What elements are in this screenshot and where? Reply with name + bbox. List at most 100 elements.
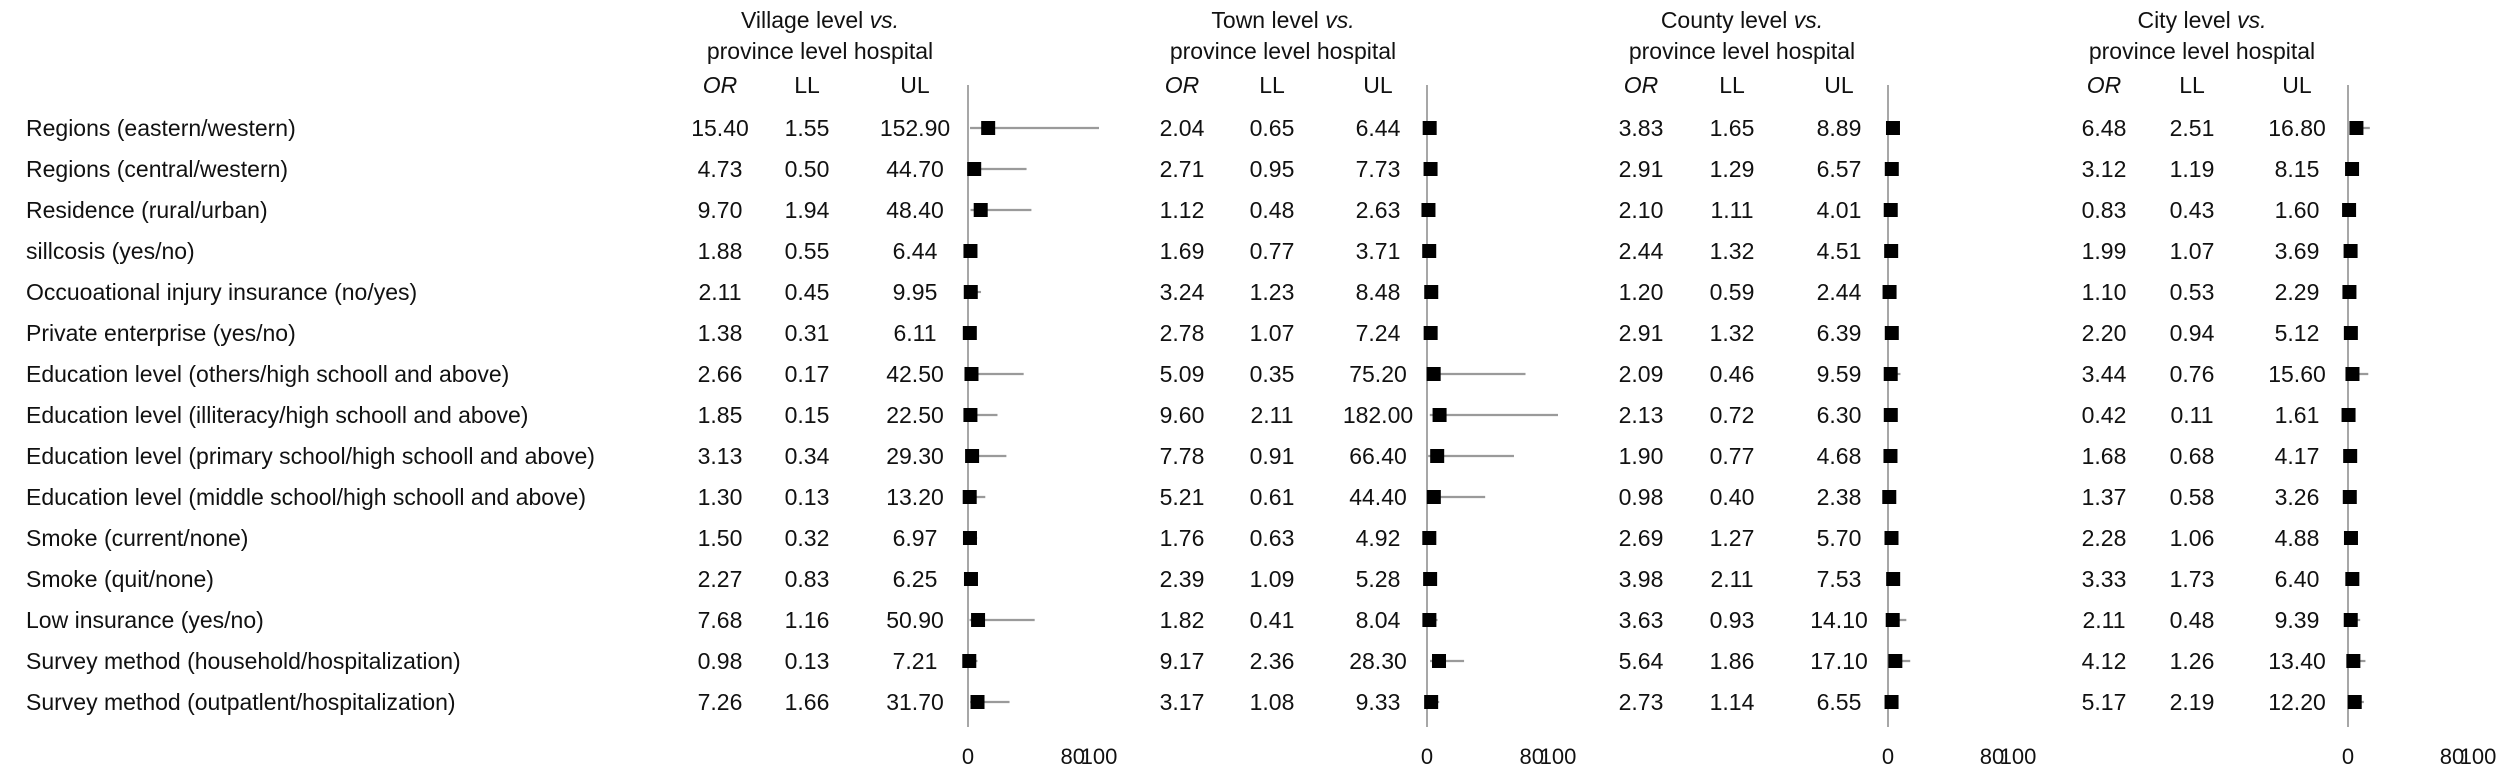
or-point-marker [2347, 695, 2362, 709]
or-value: 5.17 [2082, 689, 2127, 715]
or-value: 1.50 [698, 525, 743, 551]
ll-value: 0.91 [1250, 443, 1295, 469]
ll-value: 2.11 [1250, 402, 1293, 428]
or-value: 3.83 [1619, 115, 1664, 141]
or-value: 2.66 [698, 361, 743, 387]
panel-title-line2: province level hospital [1170, 38, 1396, 64]
or-value: 3.33 [2082, 566, 2127, 592]
ul-value: 6.40 [2275, 566, 2320, 592]
or-value: 2.91 [1619, 320, 1664, 346]
ul-value: 6.44 [1356, 115, 1401, 141]
ll-value: 1.66 [785, 689, 830, 715]
or-point-marker [1424, 695, 1439, 709]
panel-title-line2: province level hospital [707, 38, 933, 64]
or-value: 1.30 [698, 484, 743, 510]
or-value: 1.99 [2082, 238, 2127, 264]
x-tick-label: 100 [1540, 744, 1577, 769]
column-header-or: OR [1165, 72, 1200, 98]
or-value: 2.11 [2082, 607, 2125, 633]
or-point-marker [1884, 695, 1899, 709]
ll-value: 1.14 [1710, 689, 1755, 715]
or-value: 0.98 [1619, 484, 1664, 510]
or-value: 1.82 [1160, 607, 1205, 633]
ll-value: 1.16 [785, 607, 830, 633]
ll-value: 0.13 [785, 484, 830, 510]
or-point-marker [1421, 203, 1436, 217]
ll-value: 1.32 [1710, 320, 1755, 346]
ll-value: 1.55 [785, 115, 830, 141]
ll-value: 0.41 [1250, 607, 1295, 633]
ul-value: 3.26 [2275, 484, 2320, 510]
ll-value: 0.95 [1250, 156, 1295, 182]
x-tick-label: 80 [2440, 744, 2464, 769]
or-point-marker [2342, 203, 2357, 217]
ll-value: 0.32 [785, 525, 830, 551]
or-point-marker [1883, 203, 1898, 217]
ll-value: 1.29 [1710, 156, 1755, 182]
or-value: 9.60 [1160, 402, 1205, 428]
or-point-marker [963, 244, 978, 258]
ul-value: 6.11 [893, 320, 936, 346]
ul-value: 5.12 [2275, 320, 2320, 346]
or-value: 2.73 [1619, 689, 1664, 715]
ul-value: 66.40 [1349, 443, 1407, 469]
row-label: Residence (rural/urban) [26, 197, 268, 223]
or-point-marker [1882, 285, 1897, 299]
or-value: 1.88 [698, 238, 743, 264]
or-value: 5.09 [1160, 361, 1205, 387]
ll-value: 1.07 [2170, 238, 2215, 264]
column-header-ll: LL [1259, 72, 1285, 98]
or-value: 2.13 [1619, 402, 1664, 428]
or-point-marker [973, 203, 988, 217]
ll-value: 0.77 [1250, 238, 1295, 264]
row-label: Smoke (quit/none) [26, 566, 214, 592]
or-point-marker [1883, 367, 1898, 381]
ul-value: 3.69 [2275, 238, 2320, 264]
row-label: Smoke (current/none) [26, 525, 248, 551]
or-point-marker [2343, 613, 2358, 627]
row-label: Education level (primary school/high sch… [26, 443, 595, 469]
ll-value: 1.27 [1710, 525, 1755, 551]
ul-value: 4.01 [1817, 197, 1862, 223]
ll-value: 0.43 [2170, 197, 2215, 223]
ul-value: 4.88 [2275, 525, 2320, 551]
ll-value: 0.63 [1250, 525, 1295, 551]
ll-value: 1.26 [2170, 648, 2215, 674]
or-value: 3.44 [2082, 361, 2127, 387]
ul-value: 6.25 [893, 566, 938, 592]
or-value: 3.63 [1619, 607, 1664, 633]
x-tick-label: 100 [2460, 744, 2497, 769]
or-value: 2.04 [1160, 115, 1205, 141]
x-tick-label: 0 [1421, 744, 1433, 769]
ul-value: 152.90 [880, 115, 950, 141]
column-header-or: OR [2087, 72, 2122, 98]
or-value: 0.83 [2082, 197, 2127, 223]
ul-value: 9.39 [2275, 607, 2320, 633]
column-header-ll: LL [1719, 72, 1745, 98]
ll-value: 0.93 [1710, 607, 1755, 633]
or-value: 1.69 [1160, 238, 1205, 264]
panel-title-line2: province level hospital [2089, 38, 2315, 64]
ul-value: 6.44 [893, 238, 938, 264]
ll-value: 0.13 [785, 648, 830, 674]
or-point-marker [2349, 121, 2364, 135]
ul-value: 182.00 [1343, 402, 1413, 428]
ll-value: 1.32 [1710, 238, 1755, 264]
ul-value: 16.80 [2268, 115, 2326, 141]
or-point-marker [1884, 326, 1899, 340]
ll-value: 0.45 [785, 279, 830, 305]
panel-title-line1: County level vs. [1661, 7, 1823, 33]
x-tick-label: 80 [1061, 744, 1085, 769]
or-point-marker [981, 121, 996, 135]
ul-value: 5.70 [1817, 525, 1862, 551]
ul-value: 8.04 [1356, 607, 1401, 633]
ll-value: 0.68 [2170, 443, 2215, 469]
ul-value: 42.50 [886, 361, 944, 387]
x-tick-label: 80 [1520, 744, 1544, 769]
or-point-marker [1422, 613, 1437, 627]
ul-value: 4.17 [2275, 443, 2320, 469]
ll-value: 1.86 [1710, 648, 1755, 674]
ul-value: 9.95 [893, 279, 938, 305]
row-label: Regions (eastern/western) [26, 115, 296, 141]
